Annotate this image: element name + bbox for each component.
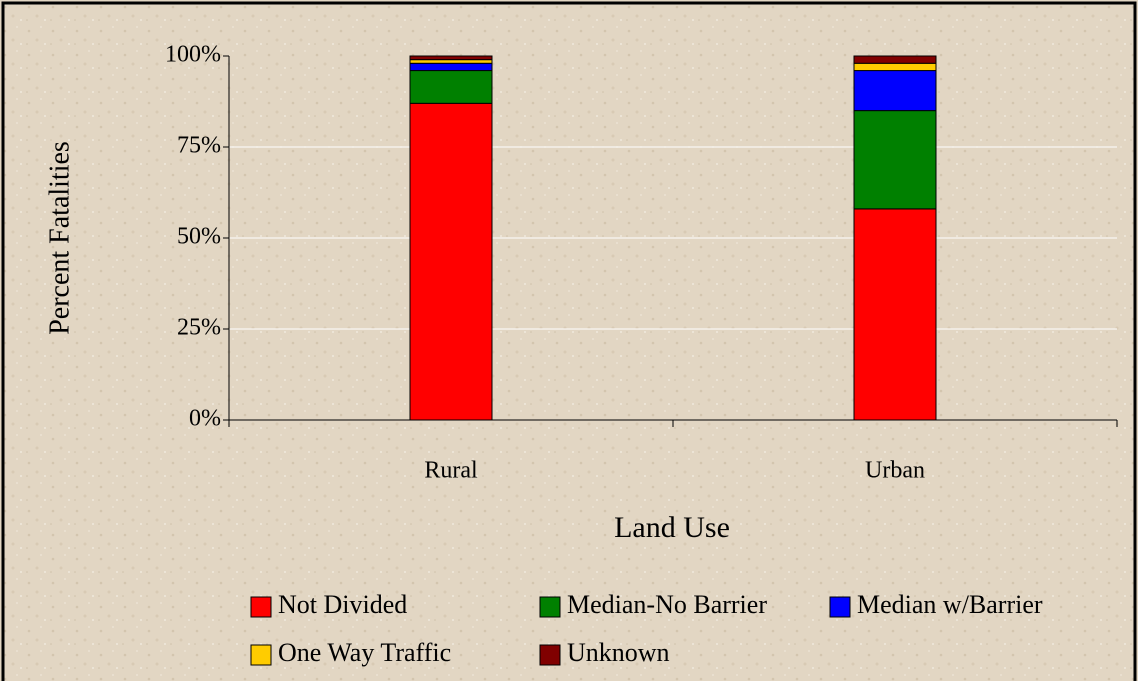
bar-segment (853, 62, 937, 72)
y-tick-label: 50% (177, 224, 221, 250)
legend-label: Not Divided (278, 590, 407, 619)
bar-segment (409, 55, 493, 61)
bar-segment (853, 110, 937, 210)
bar-segment (409, 70, 493, 104)
bar-segment (853, 70, 937, 112)
bar-segment (409, 102, 493, 421)
x-tick-label: Urban (865, 458, 925, 484)
legend-swatch (250, 596, 272, 618)
y-tick-label: 25% (177, 315, 221, 341)
x-tick-label: Rural (424, 458, 478, 484)
x-axis-title: Land Use (614, 511, 730, 544)
legend-label: Unknown (567, 638, 670, 667)
y-tick-label: 100% (165, 42, 221, 68)
bar-segment (409, 59, 493, 64)
bar-segment (853, 208, 937, 421)
legend-label: Median w/Barrier (857, 590, 1043, 619)
bar-segment (853, 55, 937, 64)
legend-swatch (829, 596, 851, 618)
legend-swatch (539, 644, 561, 666)
y-axis-title: Percent Fatalities (44, 141, 75, 335)
legend-swatch (539, 596, 561, 618)
bar-segment (409, 62, 493, 72)
legend-swatch (250, 644, 272, 666)
y-tick-label: 75% (177, 133, 221, 159)
y-tick-label: 0% (189, 406, 221, 432)
legend-label: Median-No Barrier (567, 590, 767, 619)
legend-label: One Way Traffic (278, 638, 451, 667)
